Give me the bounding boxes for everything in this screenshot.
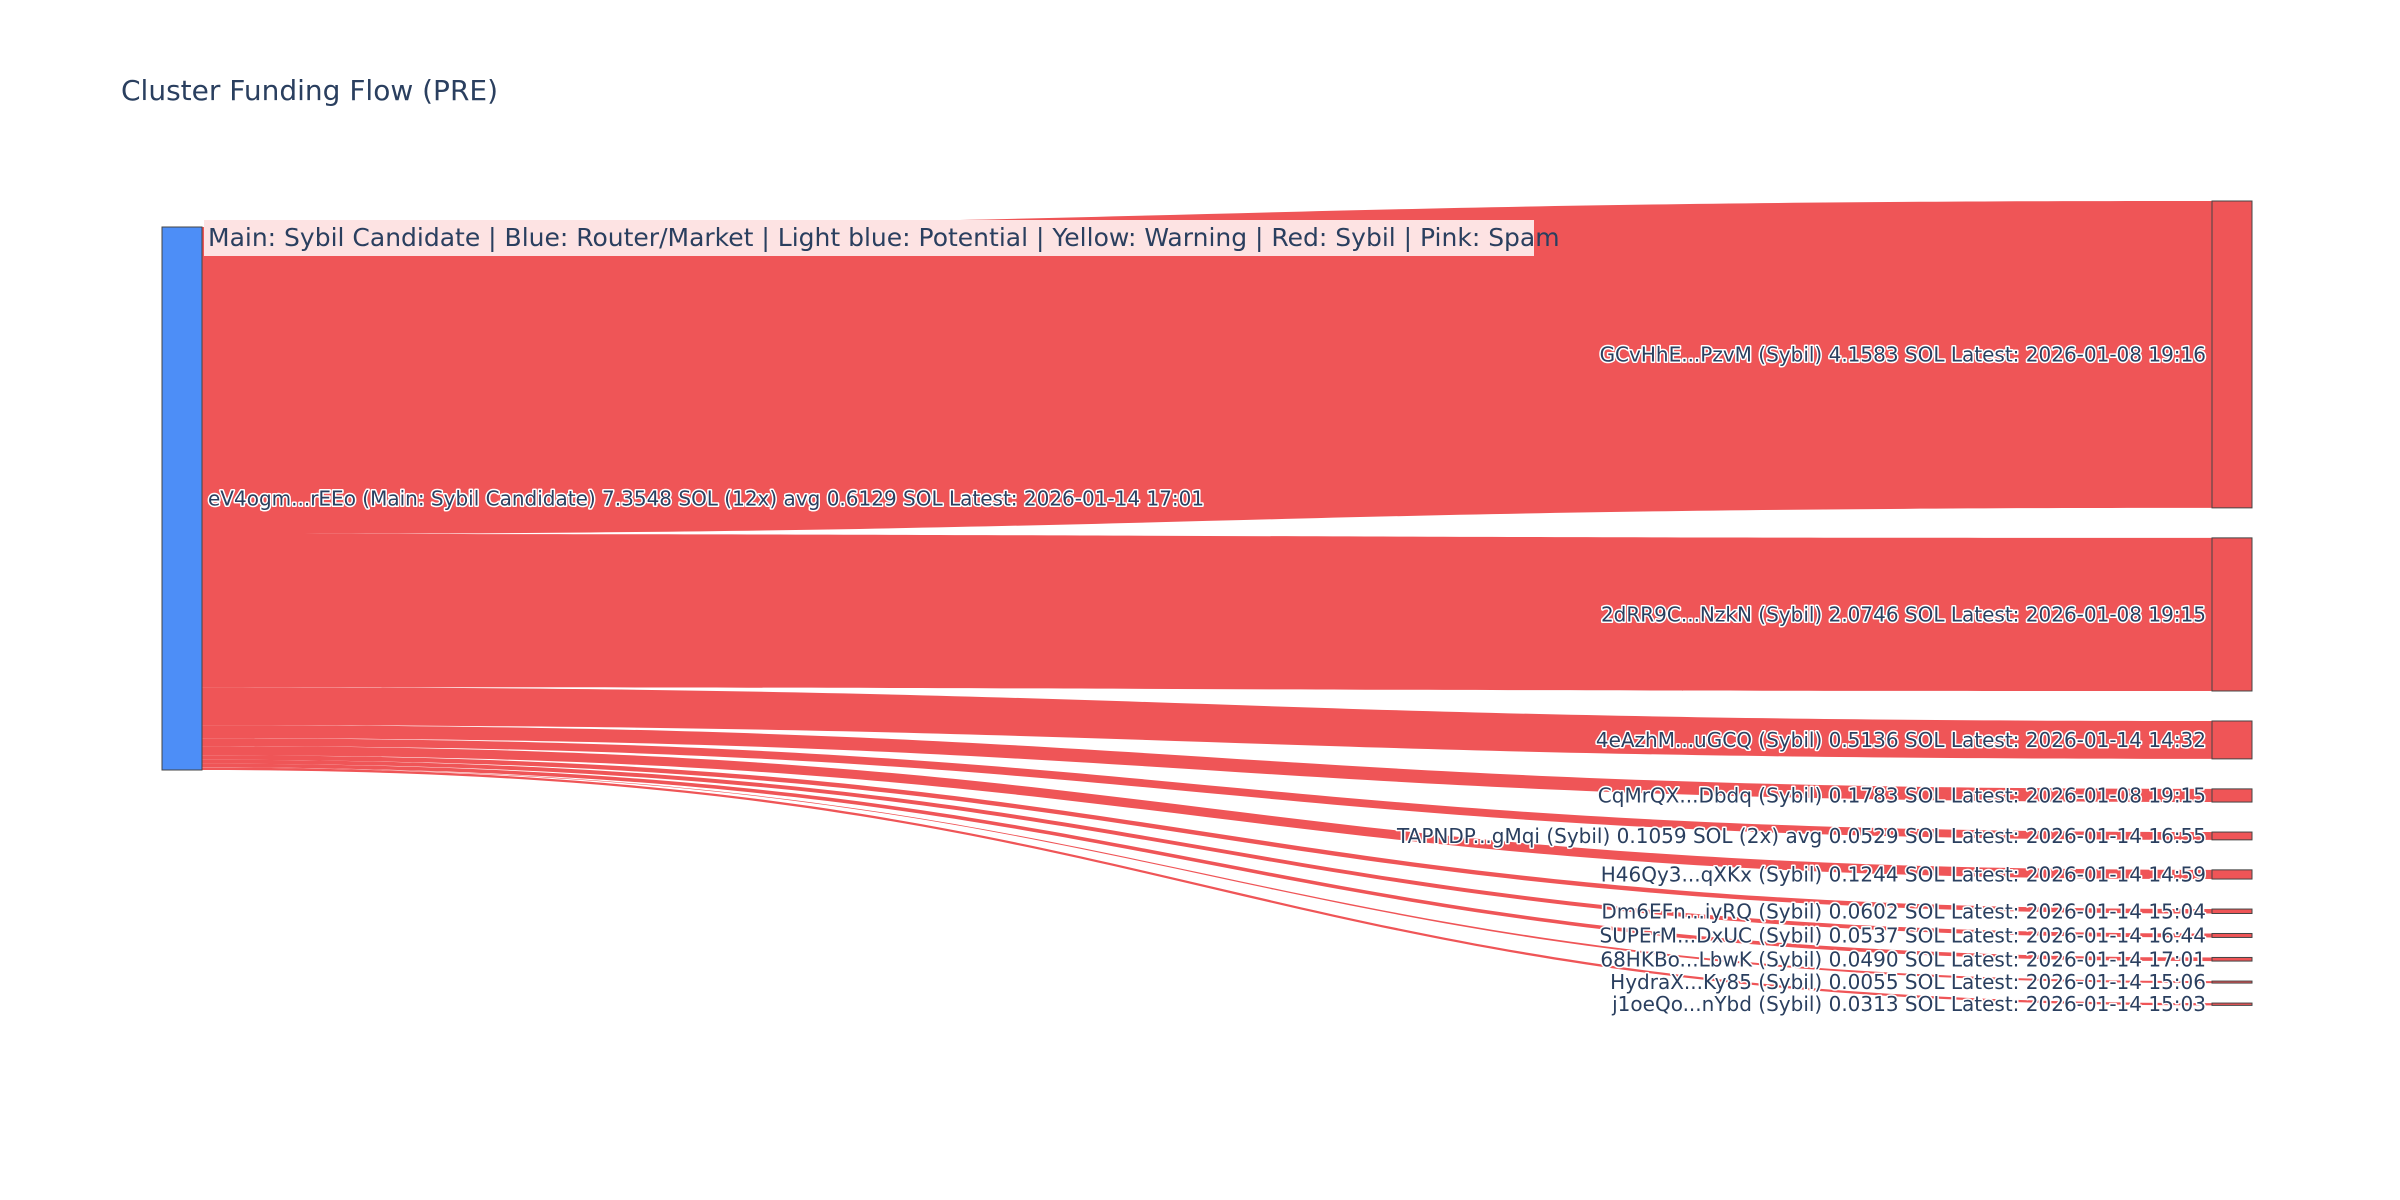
node-target-1 (2211, 200, 2253, 509)
link-11 (202, 767, 2212, 1006)
node-target-8 (2211, 932, 2253, 938)
node-target-3 (2211, 720, 2253, 760)
node-label-target-8: SUPErM...DxUC (Sybil) 0.0537 SOL Latest:… (1600, 923, 2206, 947)
node-source (161, 226, 203, 771)
node-label-target-4: CqMrQX...Dbdq (Sybil) 0.1783 SOL Latest:… (1598, 783, 2206, 807)
node-label-source: eV4ogm...rEEo (Main: Sybil Candidate) 7.… (208, 487, 1204, 511)
link-7 (202, 755, 2212, 914)
sankey-labels: eV4ogm...rEEo (Main: Sybil Candidate) 7.… (207, 341, 2208, 1018)
node-label-target-1: GCvHhE...PzvM (Sybil) 4.1583 SOL Latest:… (1600, 342, 2206, 366)
legend: Main: Sybil Candidate | Blue: Router/Mar… (204, 220, 1560, 256)
node-label-target-10: HydraX...Ky85 (Sybil) 0.0055 SOL Latest:… (1610, 970, 2206, 994)
legend-background (204, 220, 1534, 256)
node-target-5 (2211, 831, 2253, 841)
chart-title: Cluster Funding Flow (PRE) (121, 74, 498, 107)
link-9 (202, 763, 2212, 962)
node-label-target-7: Dm6EFn...iyRQ (Sybil) 0.0602 SOL Latest:… (1601, 899, 2206, 923)
node-label-target-6: H46Qy3...qXKx (Sybil) 0.1244 SOL Latest:… (1601, 862, 2206, 886)
link-1 (202, 201, 2212, 535)
node-label-target-3: 4eAzhM...uGCQ (Sybil) 0.5136 SOL Latest:… (1596, 728, 2206, 752)
sankey-links (202, 201, 2212, 1006)
link-8 (202, 759, 2212, 938)
node-target-11 (2211, 1002, 2253, 1006)
link-3 (202, 687, 2212, 759)
node-label-target-2: 2dRR9C...NzkN (Sybil) 2.0746 SOL Latest:… (1601, 602, 2206, 626)
link-6 (202, 746, 2212, 880)
node-target-2 (2211, 537, 2253, 692)
node-target-7 (2211, 908, 2253, 914)
node-target-6 (2211, 869, 2253, 880)
node-label-target-5: TAPNDP...gMqi (Sybil) 0.1059 SOL (2x) av… (1396, 824, 2206, 848)
node-label-target-9: 68HKBo...LbwK (Sybil) 0.0490 SOL Latest:… (1600, 947, 2206, 971)
node-label-target-11: j1oeQo...nYbd (Sybil) 0.0313 SOL Latest:… (1611, 992, 2206, 1016)
legend-text: Main: Sybil Candidate | Blue: Router/Mar… (208, 223, 1560, 252)
node-target-10 (2211, 980, 2253, 984)
link-5 (202, 738, 2212, 840)
node-target-9 (2211, 956, 2253, 962)
link-2 (202, 534, 2212, 691)
sankey-nodes (161, 200, 2253, 1006)
node-target-4 (2211, 788, 2253, 803)
link-4 (202, 725, 2212, 803)
link-10 (202, 767, 2212, 984)
